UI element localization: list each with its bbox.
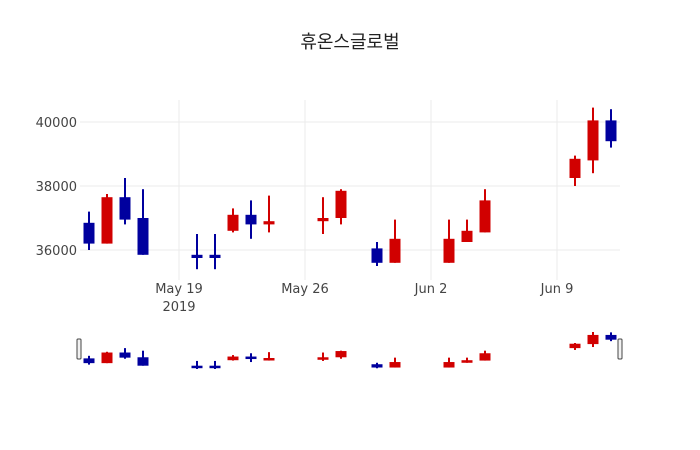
- candle-decreasing: [371, 248, 383, 263]
- range-slider-handle-right[interactable]: [617, 338, 623, 360]
- y-tick-label: 36000: [36, 244, 77, 259]
- slider-candle-body: [245, 356, 257, 360]
- slider-candle-body: [209, 365, 221, 369]
- x-tick-label: May 19: [155, 282, 203, 297]
- candle-increasing: [335, 190, 347, 218]
- slider-candle-body: [263, 358, 275, 361]
- slider-candle-body: [389, 362, 401, 368]
- slider-candle-body: [317, 357, 329, 360]
- candle-decreasing: [137, 218, 149, 255]
- slider-candle-body: [605, 334, 617, 340]
- candle-increasing: [479, 200, 491, 233]
- chart-title: 휴온스글로벌: [300, 32, 400, 53]
- candle-increasing: [101, 197, 113, 244]
- slider-candle-body: [461, 360, 473, 363]
- slider-candle-body: [335, 351, 347, 358]
- slider-candle-body: [119, 352, 131, 358]
- candle-increasing: [443, 238, 455, 263]
- slider-candle-body: [587, 334, 599, 345]
- slider-candle-body: [137, 357, 149, 366]
- candles-main: [83, 107, 617, 270]
- x-tick-label: Jun 9: [540, 282, 574, 297]
- slider-candle-body: [371, 364, 383, 368]
- x-axis: May 19 2019 May 26 Jun 2 Jun 9: [155, 282, 573, 315]
- gridlines: [80, 100, 620, 280]
- range-slider[interactable]: [76, 332, 623, 369]
- x-tick-label: May 26: [281, 282, 329, 297]
- slider-candle-body: [83, 358, 95, 364]
- candle-decreasing: [119, 197, 131, 220]
- slider-candle-body: [569, 343, 581, 349]
- slider-candle-body: [101, 352, 113, 364]
- candle-decreasing: [245, 214, 257, 225]
- candle-increasing: [227, 214, 239, 231]
- range-slider-handle-left[interactable]: [76, 338, 82, 360]
- candle-decreasing: [191, 254, 203, 258]
- candle-decreasing: [605, 120, 617, 142]
- candle-increasing: [263, 221, 275, 225]
- y-tick-label: 38000: [36, 180, 77, 195]
- candle-increasing: [587, 120, 599, 161]
- y-axis: 36000 38000 40000: [36, 116, 77, 259]
- candle-increasing: [317, 218, 329, 222]
- y-tick-label: 40000: [36, 116, 77, 131]
- candle-increasing: [569, 158, 581, 178]
- slider-candle-body: [227, 356, 239, 361]
- candle-increasing: [389, 238, 401, 263]
- x-tick-label: 2019: [162, 300, 195, 315]
- candle-increasing: [461, 230, 473, 242]
- candle-decreasing: [83, 222, 95, 244]
- x-tick-label: Jun 2: [414, 282, 448, 297]
- candle-decreasing: [209, 254, 221, 258]
- slider-candle-body: [479, 353, 491, 361]
- range-slider-candles: [83, 332, 617, 369]
- slider-candle-body: [191, 365, 203, 369]
- slider-candle-body: [443, 362, 455, 368]
